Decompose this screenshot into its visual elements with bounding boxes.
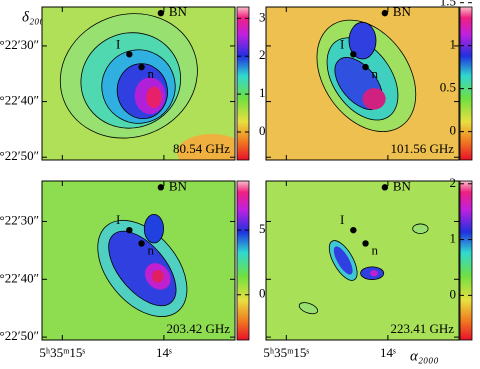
emission <box>146 86 162 108</box>
source-label: n <box>148 66 155 81</box>
panel-label: 80.54 GHz <box>173 141 230 156</box>
colorbar-tick-label: 2 <box>259 47 266 62</box>
source-marker <box>381 184 389 191</box>
y-tick-label: −5°22′50″ <box>0 328 39 343</box>
source-label: I <box>116 212 120 227</box>
emission <box>152 270 164 283</box>
x-tick-label: 14ˢ <box>380 345 396 360</box>
source-marker <box>350 226 357 234</box>
source-marker <box>157 9 165 17</box>
source-label: I <box>116 36 120 51</box>
panel-frame <box>41 6 236 161</box>
panel-label: 203.42 GHz <box>166 321 230 336</box>
emission <box>333 246 353 275</box>
map-panel <box>265 180 460 341</box>
y-tick-label: −5°22′40″ <box>0 270 39 285</box>
y-tick-label: −5°22′30″ <box>0 37 39 52</box>
map-panel <box>265 6 460 161</box>
map-image <box>42 7 235 160</box>
colorbar <box>236 6 250 161</box>
colorbar <box>236 180 250 341</box>
source-marker <box>381 9 389 17</box>
emission <box>143 213 164 244</box>
colorbar-tick-label: 0 <box>259 123 266 138</box>
colorbar-tick-label: 5 <box>259 221 266 236</box>
panel-frame <box>265 180 460 341</box>
colorbar-tick-label: 3 <box>259 9 266 24</box>
emission <box>298 302 319 315</box>
colorbar-tick-label: 2 <box>450 175 457 190</box>
emission <box>348 21 377 60</box>
map-background <box>266 181 459 340</box>
y-tick-label: −5°22′30″ <box>0 212 39 227</box>
source-marker <box>157 184 165 191</box>
colorbar-tick-label: 1 <box>450 37 457 52</box>
panel-label: 223.41 GHz <box>390 321 454 336</box>
colorbar-tick-label: 1 <box>450 231 457 246</box>
colorbar-tick-label: 1.5 <box>440 0 456 9</box>
source-marker <box>126 226 133 234</box>
source-label: n <box>372 66 379 81</box>
emission <box>370 270 378 277</box>
y-tick-label: −5°22′50″ <box>0 148 39 163</box>
source-marker <box>126 51 133 58</box>
panel-frame <box>41 180 236 341</box>
y-tick-label: −5°22′40″ <box>0 93 39 108</box>
x-axis-title: α₂₀₀₀ <box>410 348 439 364</box>
map-image <box>266 181 459 340</box>
source-marker <box>350 51 357 58</box>
colorbar-tick-label: 0 <box>259 286 266 301</box>
x-tick-label: 5ʰ35ᵐ15ˢ <box>39 345 85 360</box>
colorbar-tick-label: 0.5 <box>440 80 456 95</box>
emission <box>177 133 235 160</box>
map-image <box>42 181 235 340</box>
map-panel <box>41 6 236 161</box>
source-label: n <box>372 242 379 257</box>
source-marker <box>138 63 145 71</box>
colorbar-tick-label: 0 <box>450 286 457 301</box>
map-panel <box>41 180 236 341</box>
source-label: n <box>148 242 155 257</box>
source-label: BN <box>393 4 412 19</box>
colorbar <box>459 6 473 161</box>
emission <box>362 88 386 110</box>
panel-frame <box>265 6 460 161</box>
x-tick-label: 5ʰ35ᵐ15ˢ <box>263 345 309 360</box>
source-marker <box>362 240 369 247</box>
source-label: BN <box>169 178 188 193</box>
source-label: I <box>340 212 344 227</box>
colorbar-tick-label: 1 <box>259 85 266 100</box>
colorbar-tick-label: 0 <box>450 123 457 138</box>
source-marker <box>138 240 145 247</box>
emission <box>412 223 429 234</box>
source-marker <box>362 63 369 71</box>
source-label: BN <box>393 178 412 193</box>
x-tick-label: 14ˢ <box>156 345 172 360</box>
source-label: I <box>340 36 344 51</box>
panel-label: 101.56 GHz <box>390 141 454 156</box>
source-label: BN <box>169 4 188 19</box>
map-image <box>266 7 459 160</box>
colorbar <box>459 180 473 341</box>
